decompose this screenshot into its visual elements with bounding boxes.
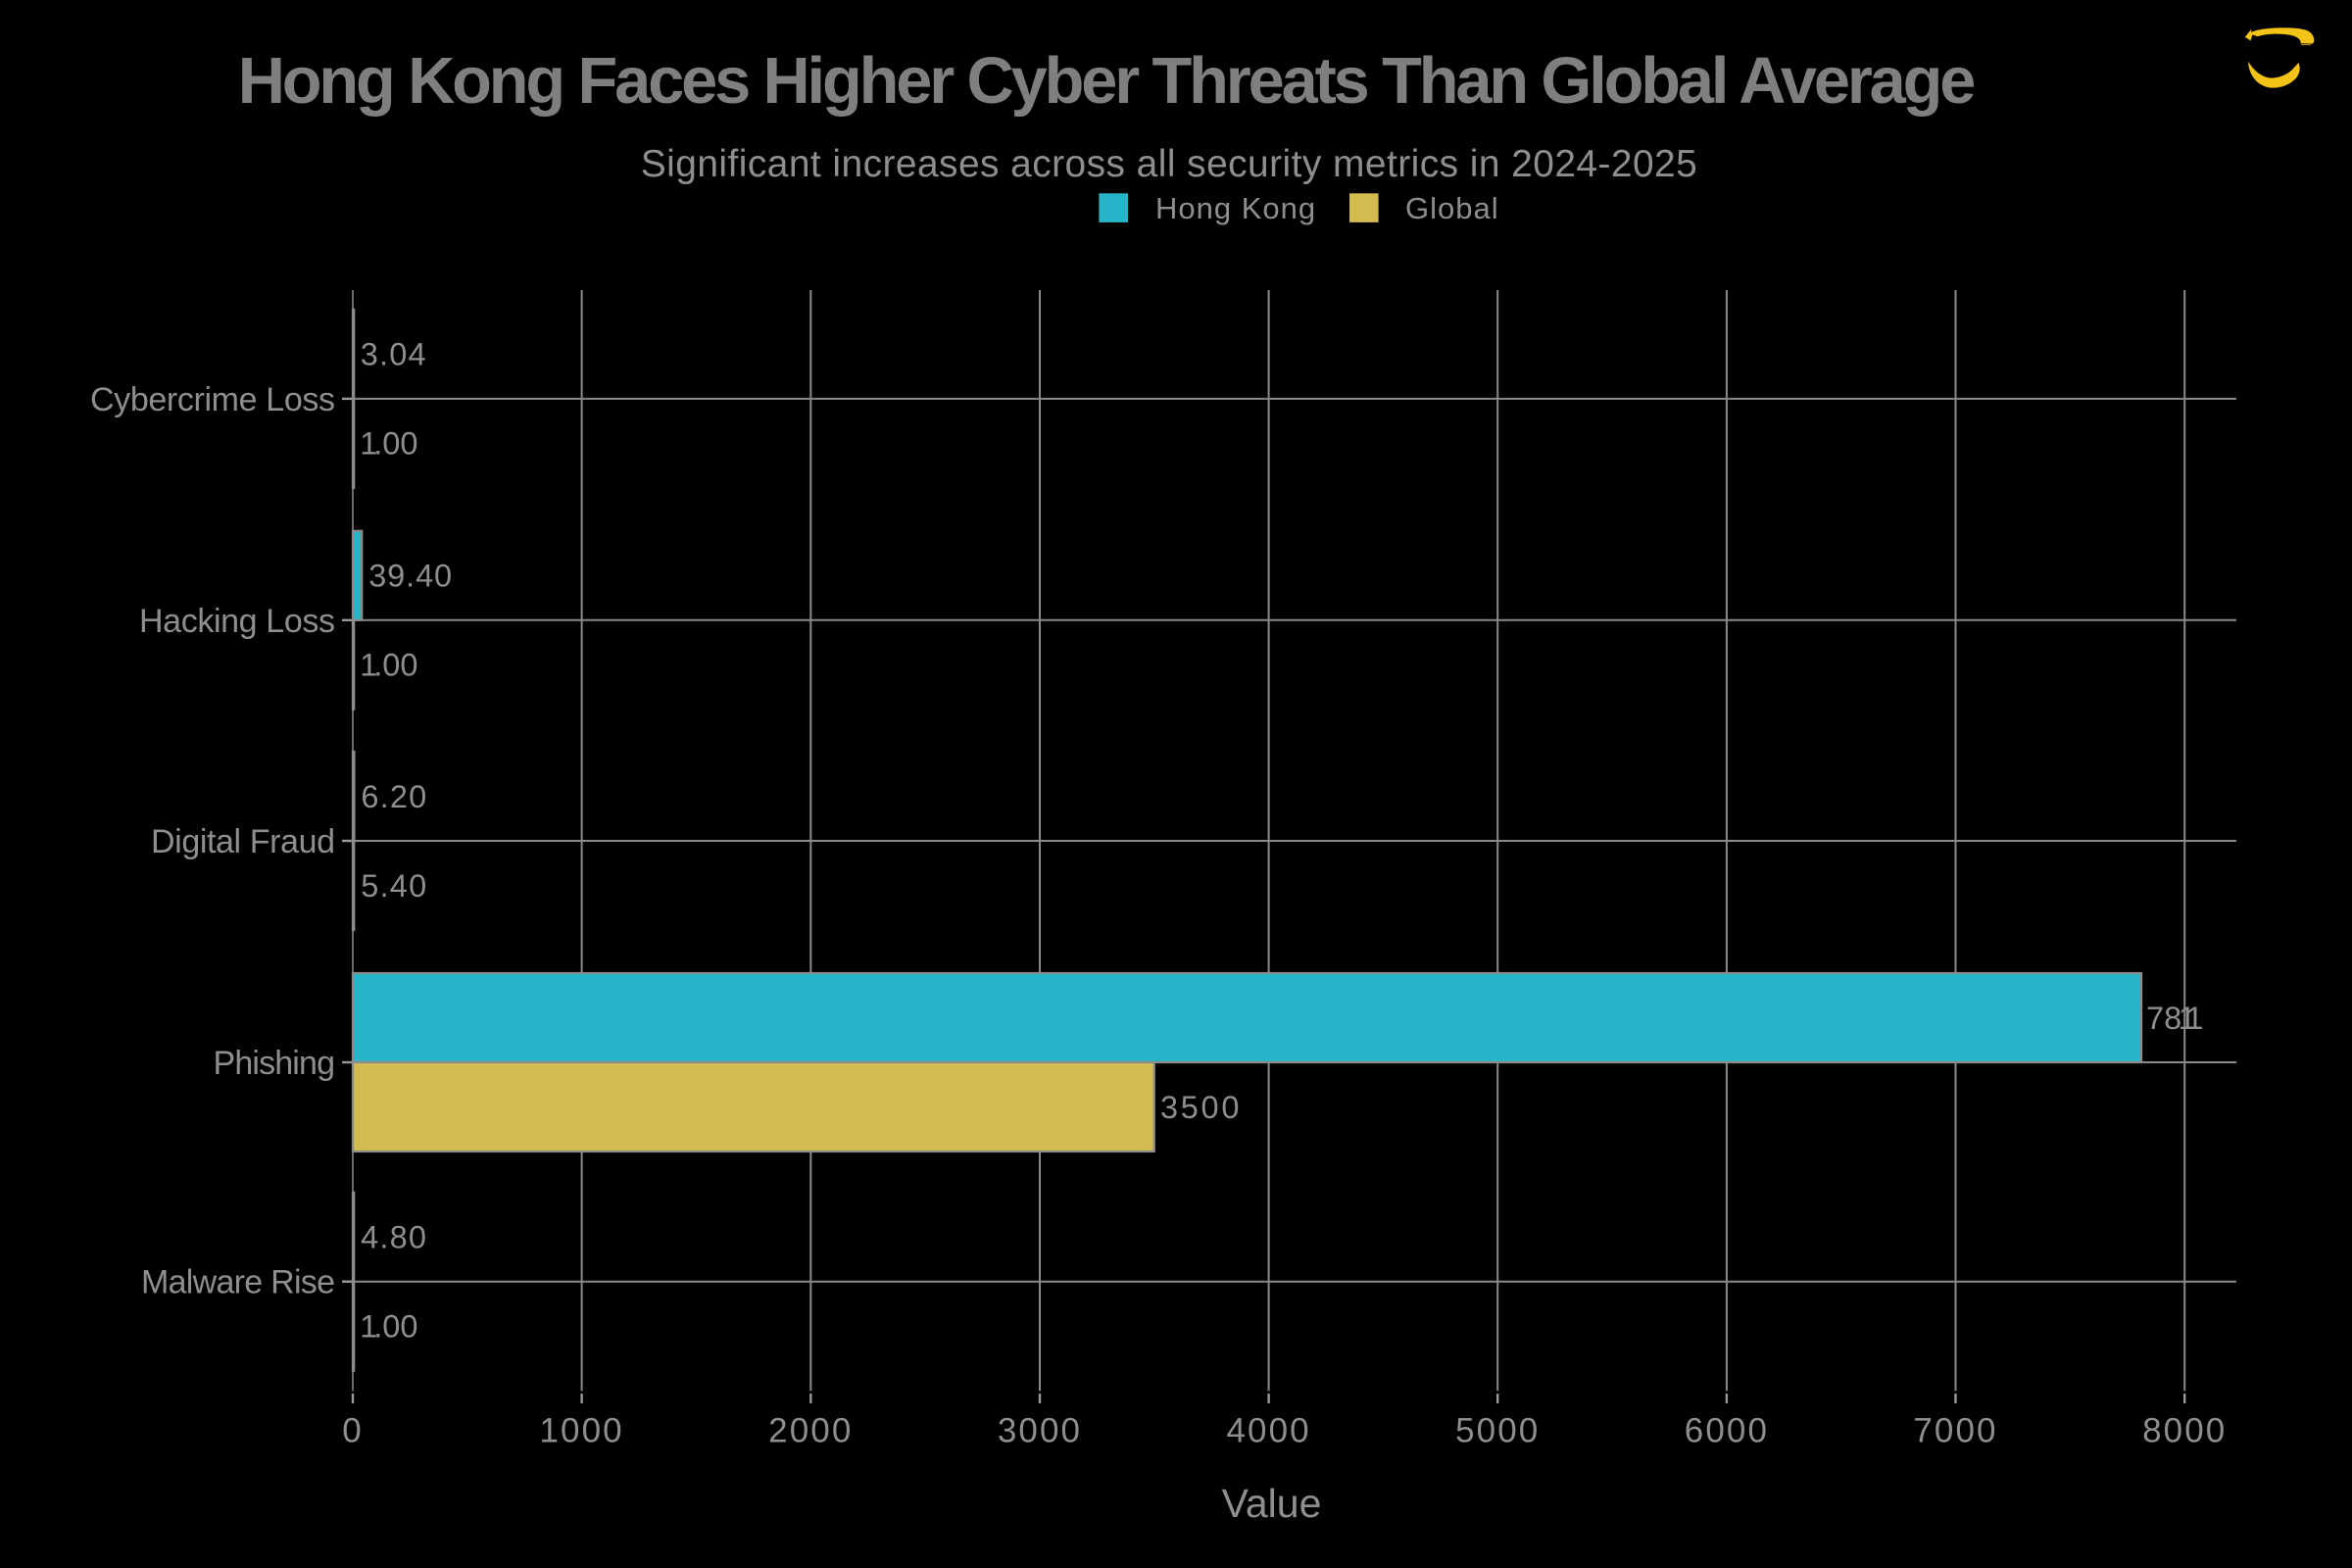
svg-text:5000: 5000 [1455,1412,1540,1450]
svg-text:Hong Kong: Hong Kong [1155,191,1316,225]
svg-text:Global: Global [1405,191,1499,225]
svg-text:8000: 8000 [2142,1412,2227,1450]
svg-text:7000: 7000 [1913,1412,1997,1450]
svg-text:1000: 1000 [539,1412,623,1450]
svg-text:1.00: 1.00 [360,426,417,462]
svg-text:39.40: 39.40 [368,559,453,594]
svg-text:Phishing: Phishing [214,1045,336,1082]
svg-text:5.40: 5.40 [361,868,427,904]
svg-text:2000: 2000 [768,1412,853,1450]
svg-text:4.80: 4.80 [361,1220,427,1255]
svg-text:6.20: 6.20 [361,779,427,814]
svg-text:Digital Fraud: Digital Fraud [151,823,335,860]
svg-text:Hong Kong Faces Higher Cyber T: Hong Kong Faces Higher Cyber Threats Tha… [238,45,1975,118]
svg-text:Cybercrime Loss: Cybercrime Loss [90,381,335,418]
svg-text:Significant increases across a: Significant increases across all securit… [641,143,1697,185]
svg-text:Hacking Loss: Hacking Loss [139,603,335,640]
svg-text:3.04: 3.04 [361,337,427,372]
svg-text:3500: 3500 [1160,1090,1242,1125]
svg-text:1.00: 1.00 [360,1309,417,1345]
svg-text:Value: Value [1222,1481,1322,1526]
svg-text:3000: 3000 [998,1412,1082,1450]
svg-text:7811: 7811 [2146,1001,2203,1036]
svg-text:4000: 4000 [1226,1412,1310,1450]
svg-text:Malware Rise: Malware Rise [141,1264,335,1301]
svg-text:0: 0 [342,1412,364,1450]
svg-text:6000: 6000 [1685,1412,1769,1450]
svg-text:1.00: 1.00 [360,648,417,683]
